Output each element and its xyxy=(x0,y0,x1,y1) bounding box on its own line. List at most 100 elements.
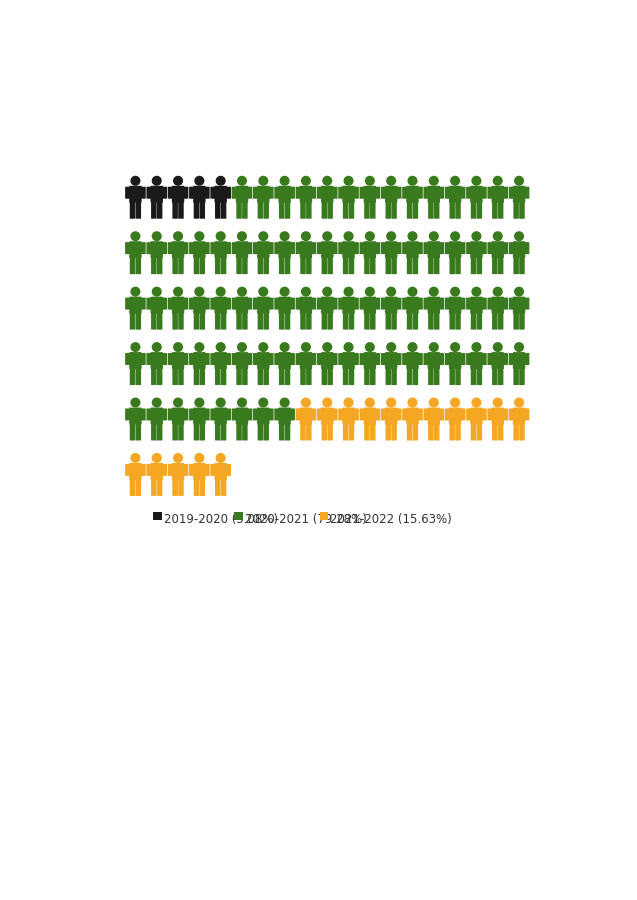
FancyBboxPatch shape xyxy=(157,367,162,385)
FancyBboxPatch shape xyxy=(348,311,354,329)
FancyBboxPatch shape xyxy=(327,311,333,329)
FancyBboxPatch shape xyxy=(471,201,476,219)
FancyBboxPatch shape xyxy=(311,242,316,254)
FancyBboxPatch shape xyxy=(413,422,418,440)
FancyBboxPatch shape xyxy=(492,185,504,202)
FancyBboxPatch shape xyxy=(449,241,461,258)
Circle shape xyxy=(386,342,396,352)
FancyBboxPatch shape xyxy=(236,408,248,425)
Circle shape xyxy=(429,342,439,352)
FancyBboxPatch shape xyxy=(509,298,514,310)
FancyBboxPatch shape xyxy=(385,408,397,425)
FancyBboxPatch shape xyxy=(268,353,274,365)
FancyBboxPatch shape xyxy=(343,367,348,385)
FancyBboxPatch shape xyxy=(225,186,231,199)
FancyBboxPatch shape xyxy=(455,367,461,385)
FancyBboxPatch shape xyxy=(257,201,263,219)
FancyBboxPatch shape xyxy=(178,478,183,496)
FancyBboxPatch shape xyxy=(503,353,508,365)
Circle shape xyxy=(322,286,333,297)
FancyBboxPatch shape xyxy=(215,185,227,202)
FancyBboxPatch shape xyxy=(427,185,440,202)
FancyBboxPatch shape xyxy=(364,367,369,385)
FancyBboxPatch shape xyxy=(450,367,455,385)
FancyBboxPatch shape xyxy=(519,201,525,219)
FancyBboxPatch shape xyxy=(183,464,189,476)
Circle shape xyxy=(450,342,460,352)
Circle shape xyxy=(280,176,290,185)
FancyBboxPatch shape xyxy=(396,409,401,420)
Circle shape xyxy=(301,176,311,185)
FancyBboxPatch shape xyxy=(524,186,529,199)
FancyBboxPatch shape xyxy=(424,353,429,365)
FancyBboxPatch shape xyxy=(151,478,157,496)
FancyBboxPatch shape xyxy=(140,242,146,254)
FancyBboxPatch shape xyxy=(342,408,355,425)
Text: 2020-2021 (79.28%): 2020-2021 (79.28%) xyxy=(245,513,367,526)
Circle shape xyxy=(343,286,354,297)
FancyBboxPatch shape xyxy=(385,185,397,202)
FancyBboxPatch shape xyxy=(189,464,194,476)
Circle shape xyxy=(131,453,141,463)
Circle shape xyxy=(216,286,225,297)
Circle shape xyxy=(152,231,162,241)
FancyBboxPatch shape xyxy=(257,422,263,440)
FancyBboxPatch shape xyxy=(215,463,227,480)
FancyBboxPatch shape xyxy=(129,352,141,369)
FancyBboxPatch shape xyxy=(247,409,252,420)
FancyBboxPatch shape xyxy=(450,311,455,329)
Circle shape xyxy=(386,176,396,185)
Circle shape xyxy=(322,398,333,408)
Circle shape xyxy=(216,398,225,408)
FancyBboxPatch shape xyxy=(136,478,141,496)
FancyBboxPatch shape xyxy=(147,353,152,365)
FancyBboxPatch shape xyxy=(434,311,440,329)
Circle shape xyxy=(280,398,290,408)
FancyBboxPatch shape xyxy=(428,311,434,329)
FancyBboxPatch shape xyxy=(172,241,184,258)
FancyBboxPatch shape xyxy=(434,256,440,274)
FancyBboxPatch shape xyxy=(168,186,173,199)
FancyBboxPatch shape xyxy=(215,408,227,425)
FancyBboxPatch shape xyxy=(407,256,412,274)
FancyBboxPatch shape xyxy=(460,186,466,199)
FancyBboxPatch shape xyxy=(343,311,348,329)
FancyBboxPatch shape xyxy=(450,422,455,440)
FancyBboxPatch shape xyxy=(151,311,157,329)
FancyBboxPatch shape xyxy=(359,186,365,199)
Circle shape xyxy=(152,398,162,408)
FancyBboxPatch shape xyxy=(232,242,237,254)
FancyBboxPatch shape xyxy=(215,241,227,258)
FancyBboxPatch shape xyxy=(481,186,487,199)
FancyBboxPatch shape xyxy=(168,353,173,365)
FancyBboxPatch shape xyxy=(300,201,306,219)
FancyBboxPatch shape xyxy=(194,422,199,440)
FancyBboxPatch shape xyxy=(311,353,316,365)
FancyBboxPatch shape xyxy=(385,367,391,385)
FancyBboxPatch shape xyxy=(300,297,312,313)
FancyBboxPatch shape xyxy=(364,201,369,219)
FancyBboxPatch shape xyxy=(236,352,248,369)
FancyBboxPatch shape xyxy=(407,201,412,219)
FancyBboxPatch shape xyxy=(498,311,503,329)
FancyBboxPatch shape xyxy=(385,311,391,329)
FancyBboxPatch shape xyxy=(285,201,290,219)
FancyBboxPatch shape xyxy=(322,311,327,329)
FancyBboxPatch shape xyxy=(519,256,525,274)
FancyBboxPatch shape xyxy=(199,311,205,329)
FancyBboxPatch shape xyxy=(275,186,280,199)
Circle shape xyxy=(429,398,439,408)
Circle shape xyxy=(386,398,396,408)
FancyBboxPatch shape xyxy=(199,478,205,496)
Circle shape xyxy=(301,231,311,241)
Circle shape xyxy=(152,453,162,463)
FancyBboxPatch shape xyxy=(524,353,529,365)
FancyBboxPatch shape xyxy=(343,256,348,274)
FancyBboxPatch shape xyxy=(285,256,290,274)
FancyBboxPatch shape xyxy=(168,409,173,420)
FancyBboxPatch shape xyxy=(498,256,503,274)
FancyBboxPatch shape xyxy=(199,422,205,440)
Circle shape xyxy=(492,286,503,297)
FancyBboxPatch shape xyxy=(136,367,141,385)
FancyBboxPatch shape xyxy=(396,186,401,199)
